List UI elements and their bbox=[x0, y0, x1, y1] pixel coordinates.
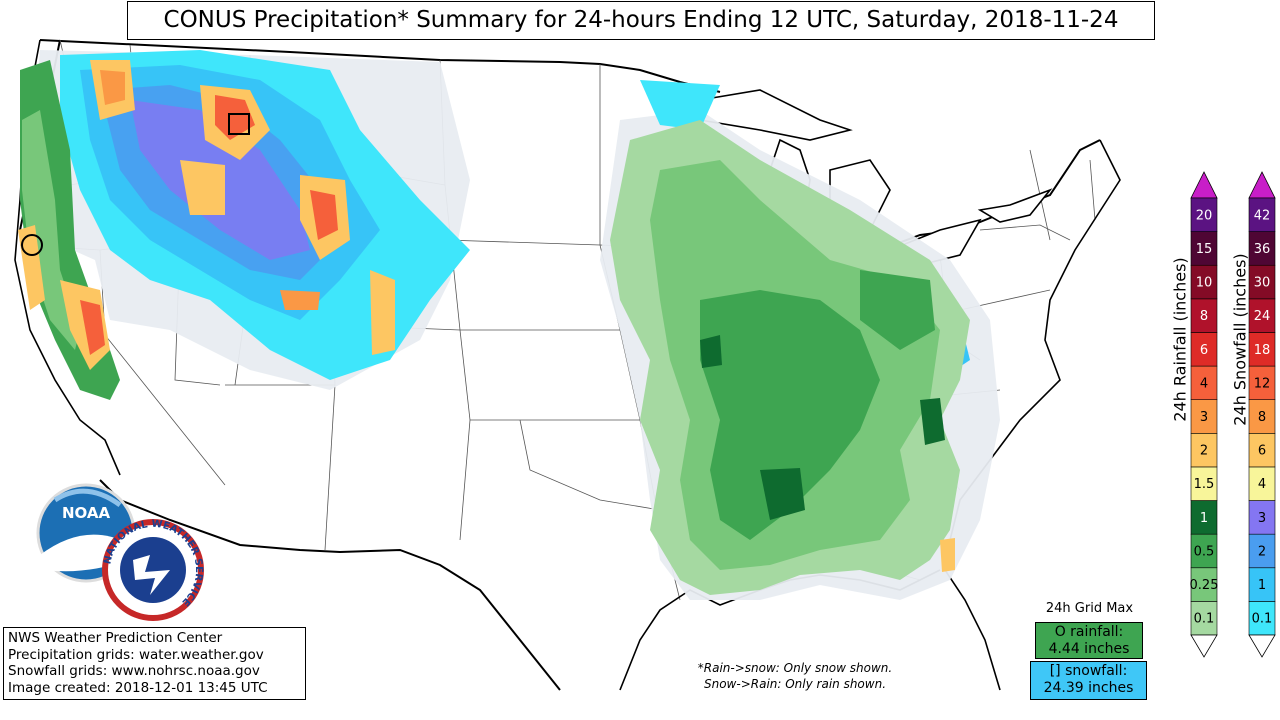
rainfall-colorbar-tick-label: 2 bbox=[1200, 444, 1208, 459]
snowfall-colorbar-swatch bbox=[1248, 197, 1276, 232]
noaa-logo-text: NOAA bbox=[62, 504, 111, 522]
rainfall-colorbar-swatch bbox=[1190, 466, 1218, 501]
rainfall-colorbar-tick-label: 6 bbox=[1200, 343, 1208, 358]
footnote: *Rain->snow: Only snow shown. Snow->Rain… bbox=[640, 660, 950, 692]
rainfall-colorbar-swatch bbox=[1190, 433, 1218, 468]
snowfall-colorbar-tick-label: 2 bbox=[1258, 544, 1266, 559]
snowfall-colorbar-swatch bbox=[1248, 298, 1276, 333]
credit-line-2: Precipitation grids: water.weather.gov bbox=[8, 646, 264, 663]
snowfall-colorbar-swatch bbox=[1248, 399, 1276, 434]
rainfall-colorbar-label: 24h Rainfall (inches) bbox=[1170, 257, 1190, 422]
grid-max-rainfall: O rainfall: 4.44 inches bbox=[1035, 622, 1143, 659]
rainfall-colorbar-tick-label: 0.5 bbox=[1194, 544, 1215, 559]
rainfall-colorbar-swatch bbox=[1190, 197, 1218, 232]
west-coast-rain bbox=[18, 60, 120, 400]
snowfall-colorbar-tick-label: 24 bbox=[1254, 309, 1271, 324]
rainfall-colorbar-swatch bbox=[1190, 231, 1218, 266]
rainfall-colorbar-bottom-arrow bbox=[1190, 634, 1218, 658]
grid-max-snowfall-value: 24.39 inches bbox=[1043, 680, 1134, 696]
credit-line-4: Image created: 2018-12-01 13:45 UTC bbox=[8, 679, 268, 696]
grid-max-snowfall-label: [] snowfall: bbox=[1049, 663, 1128, 679]
rainfall-colorbar-tick-label: 0.1 bbox=[1194, 612, 1215, 627]
snowfall-colorbar-bottom-arrow bbox=[1248, 634, 1276, 658]
rainfall-colorbar-tick-label: 20 bbox=[1196, 208, 1213, 223]
rainfall-colorbar-tick-label: 0.25 bbox=[1190, 578, 1219, 593]
snowfall-colorbar-swatch bbox=[1248, 264, 1276, 300]
rainfall-colorbar-swatch bbox=[1190, 399, 1218, 434]
rainfall-colorbar-tick-label: 10 bbox=[1196, 276, 1213, 291]
rainfall-colorbar-swatch bbox=[1190, 533, 1218, 569]
rainfall-colorbar-tick-label: 15 bbox=[1196, 242, 1213, 257]
rainfall-colorbar-tick-label: 3 bbox=[1200, 410, 1208, 425]
page-title: CONUS Precipitation* Summary for 24-hour… bbox=[127, 1, 1155, 40]
snowfall-colorbar-tick-label: 12 bbox=[1254, 376, 1271, 391]
snowfall-colorbar-swatch bbox=[1248, 231, 1276, 266]
snowfall-colorbar-tick-label: 3 bbox=[1258, 511, 1266, 526]
rainfall-colorbar-tick-label: 1 bbox=[1200, 511, 1208, 526]
snowfall-colorbar-tick-label: 0.1 bbox=[1252, 612, 1273, 627]
grid-max-snowfall: [] snowfall: 24.39 inches bbox=[1030, 661, 1147, 700]
footnote-line-2: Snow->Rain: Only rain shown. bbox=[703, 677, 887, 691]
rainfall-colorbar: 0.1 0.25 0.5 1 1.5 2 3 4 6 8 10 15 20 bbox=[1190, 171, 1219, 658]
snowfall-colorbar-swatch bbox=[1248, 500, 1276, 535]
snowfall-colorbar-tick-label: 30 bbox=[1254, 276, 1271, 291]
snowfall-colorbar-swatch bbox=[1248, 533, 1276, 569]
rainfall-max-marker bbox=[21, 234, 43, 256]
eastern-rain bbox=[610, 120, 970, 595]
footnote-line-1: *Rain->snow: Only snow shown. bbox=[697, 661, 893, 675]
rainfall-colorbar-swatch bbox=[1190, 567, 1218, 602]
snowfall-colorbar-tick-label: 36 bbox=[1254, 242, 1271, 257]
rainfall-colorbar-swatch bbox=[1190, 332, 1218, 367]
grid-max-rainfall-label: O rainfall: bbox=[1054, 624, 1124, 640]
credit-line-1: NWS Weather Prediction Center bbox=[8, 630, 223, 646]
snowfall-colorbar-tick-label: 4 bbox=[1258, 477, 1266, 492]
snowfall-colorbar-tick-label: 18 bbox=[1254, 343, 1271, 358]
snowfall-colorbar-tick-label: 6 bbox=[1258, 444, 1266, 459]
rainfall-colorbar-tick-label: 8 bbox=[1200, 309, 1208, 324]
nws-logo: NATIONAL WEATHER SERVICE bbox=[102, 519, 204, 621]
heavy-precip-hotspots bbox=[90, 60, 395, 355]
credit-line-3: Snowfall grids: www.nohrsc.noaa.gov bbox=[8, 663, 260, 679]
snowfall-colorbar-swatch bbox=[1248, 332, 1276, 367]
rainfall-colorbar-tick-label: 4 bbox=[1200, 376, 1208, 391]
credit-box: NWS Weather Prediction Center Precipitat… bbox=[3, 627, 306, 700]
snowfall-colorbar-tick-label: 1 bbox=[1258, 578, 1266, 593]
snowfall-max-marker bbox=[228, 113, 250, 135]
rainfall-colorbar-tick-label: 1.5 bbox=[1194, 477, 1215, 492]
snowfall-colorbar-tick-label: 8 bbox=[1258, 410, 1266, 425]
snowfall-colorbar-tick-label: 42 bbox=[1254, 208, 1271, 223]
grid-max-rainfall-value: 4.44 inches bbox=[1048, 641, 1130, 657]
snowfall-colorbar-label: 24h Snowfall (inches) bbox=[1230, 253, 1250, 426]
rainfall-colorbar-swatch bbox=[1190, 500, 1218, 535]
grid-max-title: 24h Grid Max bbox=[1045, 601, 1134, 616]
rainfall-colorbar-swatch bbox=[1190, 264, 1218, 300]
